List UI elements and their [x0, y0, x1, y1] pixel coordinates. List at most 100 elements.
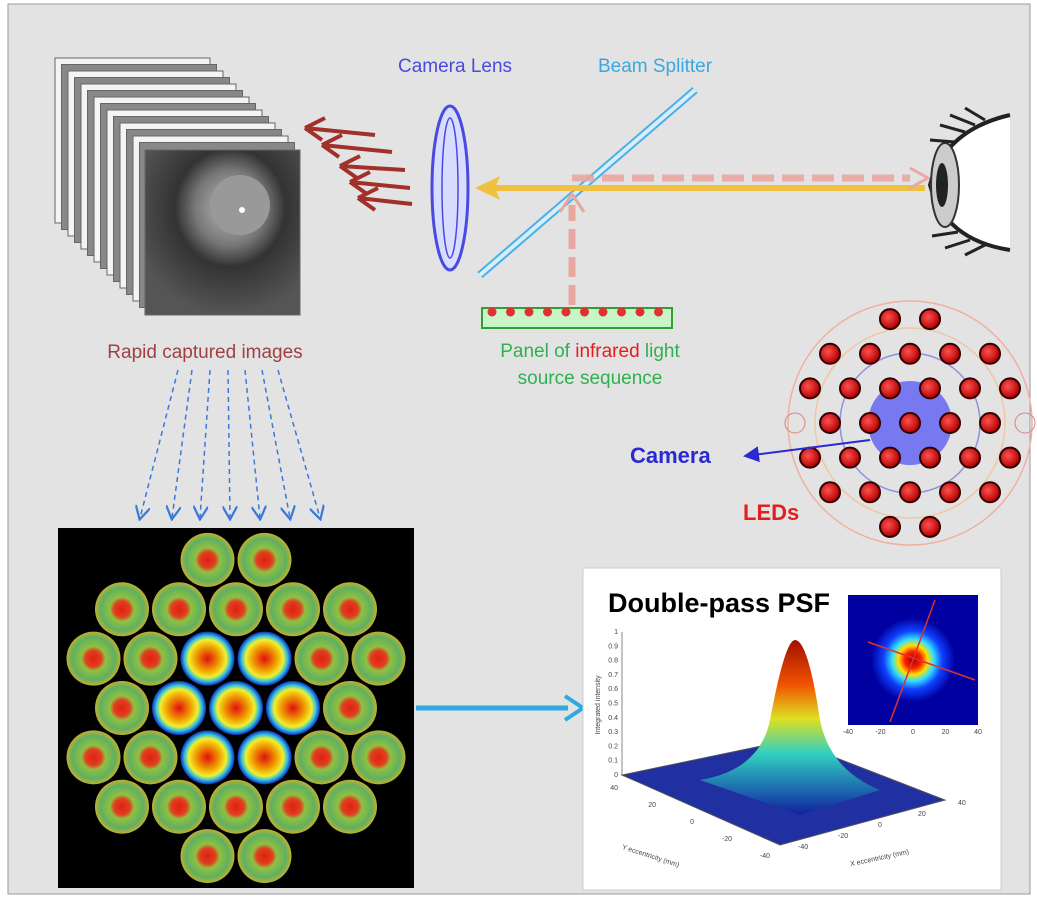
- psf-spot: [323, 582, 377, 637]
- panel-text-infrared: infrared: [575, 341, 639, 362]
- psf-spot: [180, 532, 235, 587]
- z-tick: 0.2: [608, 743, 618, 750]
- x-tick: 20: [918, 811, 926, 818]
- psf-inset-lines: [867, 599, 976, 723]
- psf-spot: [66, 631, 121, 686]
- capture-arrow: [244, 369, 260, 518]
- led: [939, 481, 961, 504]
- x-tick: -20: [838, 833, 848, 840]
- ir-led: [543, 307, 552, 317]
- psf-spot: [95, 779, 149, 834]
- led: [879, 446, 901, 469]
- z-tick: 0: [614, 772, 618, 779]
- psf-spot: [123, 631, 178, 686]
- splitter-label: Beam Splitter: [598, 56, 713, 77]
- camera-pointer: [743, 439, 871, 463]
- led: [819, 481, 841, 504]
- psf-spot: [323, 779, 377, 834]
- capture-arrow: [261, 369, 290, 518]
- psf-spot: [95, 681, 149, 735]
- panel-text: Panel of: [500, 341, 570, 362]
- led: [899, 342, 921, 365]
- psf-spot: [237, 730, 292, 785]
- psf-spot: [323, 681, 377, 735]
- led: [979, 342, 1001, 365]
- psf-spot: [180, 829, 235, 884]
- pink-up-head: [558, 191, 586, 213]
- psf-spot: [351, 631, 406, 686]
- front-frame: [144, 149, 301, 316]
- images-label: Rapid captured images: [107, 342, 302, 363]
- led: [939, 342, 961, 365]
- led: [919, 308, 941, 331]
- psf-spot: [209, 779, 263, 834]
- led: [919, 515, 941, 538]
- y-tick: 40: [610, 785, 618, 792]
- psf-spot: [209, 582, 263, 637]
- capture-arrow: [228, 369, 230, 518]
- return-arrows: [303, 116, 413, 212]
- z-tick: 0.3: [608, 729, 618, 736]
- capture-arrow: [277, 369, 320, 518]
- beam-splitter-inner: [478, 88, 697, 277]
- leds-label: LEDs: [743, 500, 799, 525]
- led: [799, 446, 821, 469]
- ir-led: [561, 307, 571, 317]
- capture-arrow: [172, 369, 193, 518]
- z-axis-label: Integrated intensity: [595, 675, 602, 735]
- psf-spot: [209, 681, 263, 735]
- pupil: [210, 175, 270, 235]
- z-tick: 0.7: [608, 672, 618, 679]
- psf-spot: [237, 829, 292, 884]
- z-tick: 0.9: [608, 643, 618, 650]
- x-tick: 0: [878, 822, 882, 829]
- led-pattern: [784, 300, 1036, 546]
- psf-spot: [152, 779, 206, 834]
- inset-tick: 0: [911, 729, 915, 736]
- psf-spot: [266, 582, 320, 637]
- capture-arrow: [140, 369, 179, 518]
- psf-spot: [95, 582, 149, 637]
- led: [899, 412, 921, 434]
- y-tick: -20: [722, 836, 732, 843]
- psf-spot: [266, 681, 320, 735]
- led: [919, 446, 941, 469]
- psf-spot: [294, 730, 349, 785]
- led: [839, 446, 861, 469]
- led: [979, 481, 1001, 504]
- led: [959, 446, 981, 469]
- capture-arrows: [140, 369, 320, 518]
- psf-spot: [237, 532, 292, 587]
- led: [859, 481, 881, 504]
- y-tick: -40: [760, 853, 770, 860]
- ir-led: [635, 307, 645, 317]
- z-tick: 0.1: [608, 758, 618, 765]
- led: [819, 342, 841, 365]
- inset-tick: 20: [942, 729, 950, 736]
- x-tick: -40: [798, 844, 808, 851]
- ir-led: [617, 307, 626, 317]
- psf-spot: [152, 681, 206, 735]
- psf-plot: [620, 632, 947, 846]
- psf-spot: [351, 730, 406, 785]
- led: [799, 377, 821, 400]
- psf-spot: [152, 582, 206, 637]
- ir-leds: [487, 307, 663, 317]
- inset-tick: -40: [843, 729, 853, 736]
- z-tick: 0.4: [608, 715, 618, 722]
- led: [979, 412, 1001, 434]
- inset-tick: 40: [974, 729, 982, 736]
- eye: [927, 106, 1011, 257]
- led: [999, 377, 1021, 400]
- ir-led: [654, 307, 663, 317]
- y-tick: 0: [690, 819, 694, 826]
- ir-led: [524, 307, 534, 317]
- z-tick: 0.8: [608, 658, 618, 665]
- panel-text: light: [645, 341, 681, 362]
- led: [959, 377, 981, 400]
- led: [879, 308, 901, 331]
- psf-spot: [237, 631, 292, 686]
- led: [859, 342, 881, 365]
